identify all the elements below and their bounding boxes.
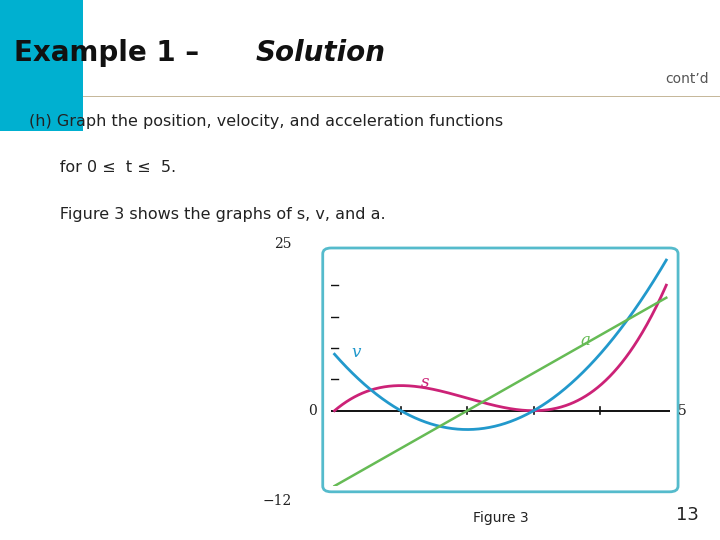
Text: 25: 25	[274, 237, 292, 251]
Text: Solution: Solution	[256, 39, 386, 68]
Text: Figure 3: Figure 3	[472, 511, 528, 525]
Text: (h) Graph the position, velocity, and acceleration functions: (h) Graph the position, velocity, and ac…	[29, 114, 503, 129]
Text: Figure 3 shows the graphs of s, v, and a.: Figure 3 shows the graphs of s, v, and a…	[29, 207, 385, 222]
Text: a: a	[580, 332, 590, 349]
Text: −12: −12	[262, 494, 292, 508]
Text: v: v	[351, 345, 361, 361]
Text: 13: 13	[675, 506, 698, 524]
Text: s: s	[420, 374, 429, 391]
Text: 0: 0	[308, 404, 317, 418]
Text: 5: 5	[678, 404, 687, 418]
Text: for 0 ≤  t ≤  5.: for 0 ≤ t ≤ 5.	[29, 160, 176, 176]
FancyBboxPatch shape	[0, 0, 83, 131]
FancyBboxPatch shape	[323, 248, 678, 492]
Text: cont’d: cont’d	[665, 71, 709, 85]
Text: Example 1 –: Example 1 –	[14, 39, 209, 68]
